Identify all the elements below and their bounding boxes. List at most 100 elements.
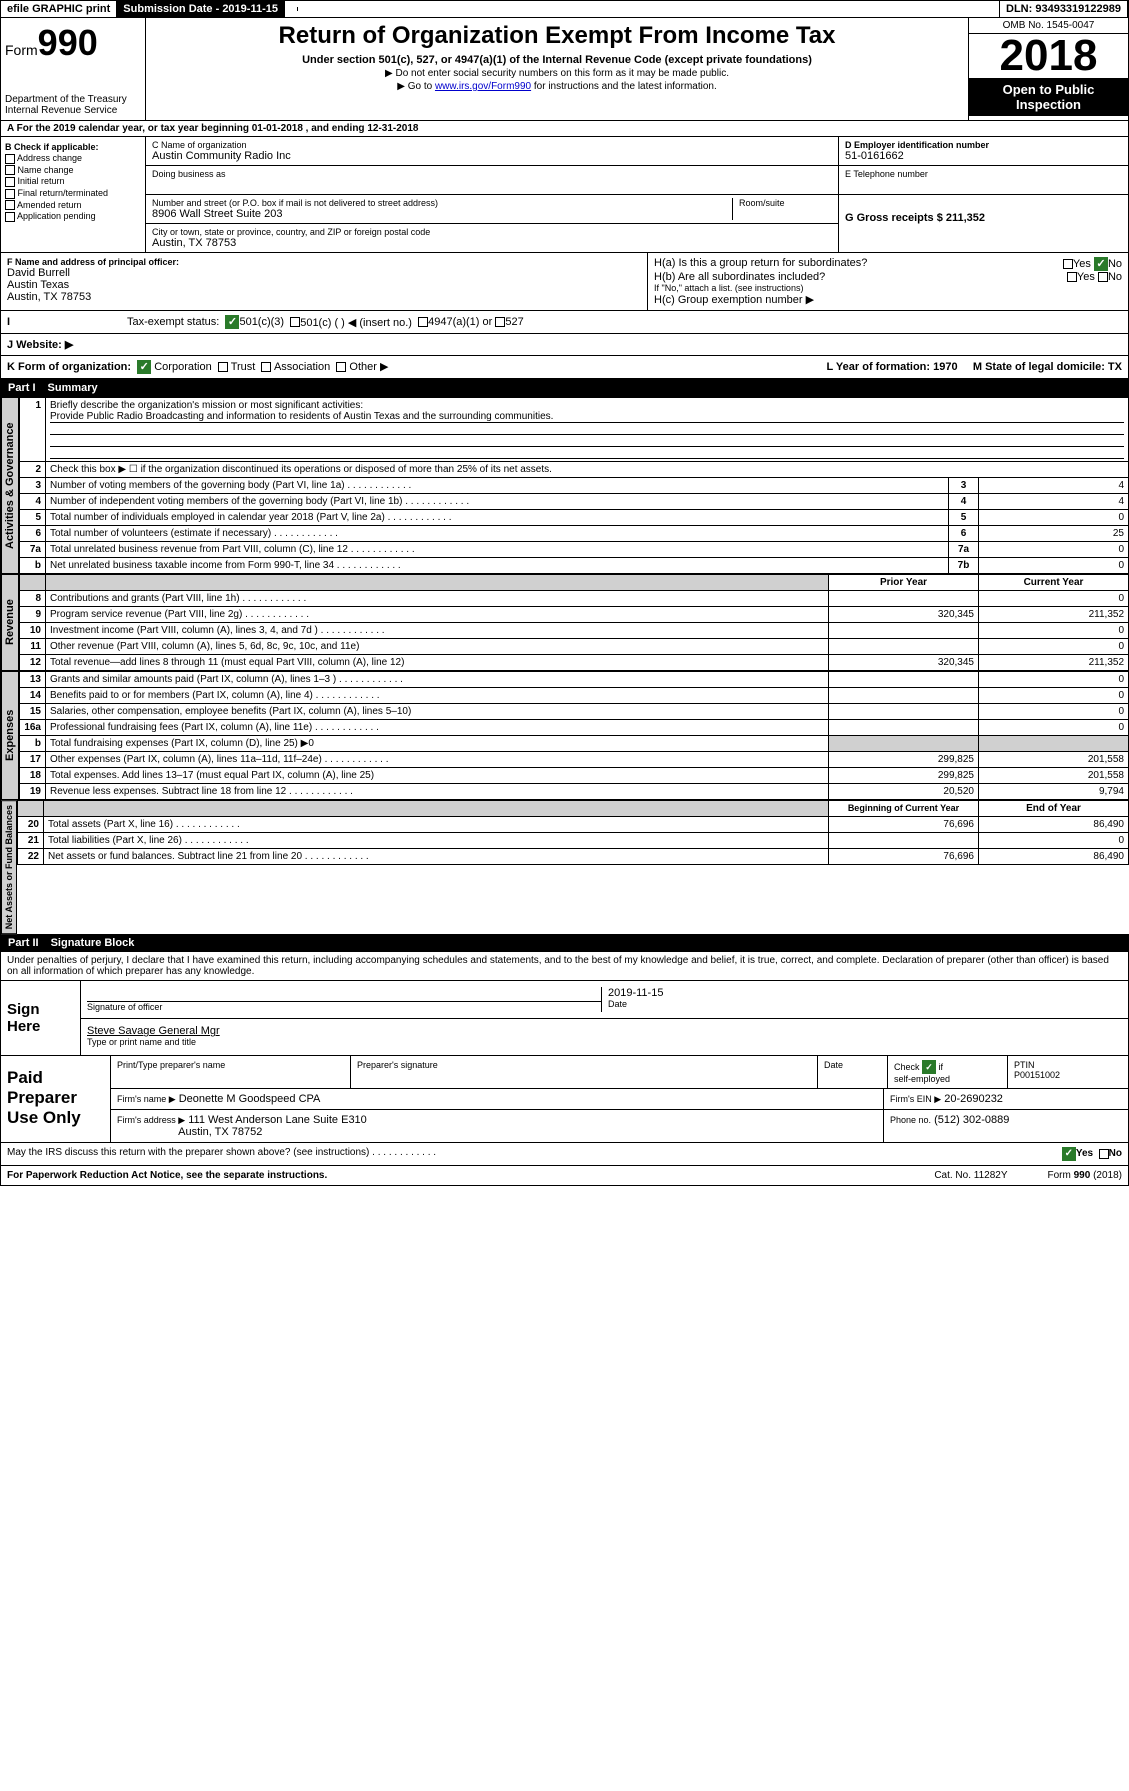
line12-prior: 320,345: [829, 655, 979, 671]
line11-cur: 0: [979, 639, 1129, 655]
sig-date: 2019-11-15: [608, 987, 1122, 999]
line20-boy: 76,696: [829, 817, 979, 833]
line14-cur: 0: [979, 688, 1129, 704]
city-label: City or town, state or province, country…: [152, 227, 832, 237]
summary-revenue-table: Prior YearCurrent Year 8Contributions an…: [19, 574, 1129, 671]
sig-name: Steve Savage General Mgr: [87, 1025, 1122, 1037]
hb-yes[interactable]: [1067, 272, 1077, 282]
website-row: J Website: ▶: [0, 334, 1129, 356]
dln: DLN: 93493319122989: [999, 1, 1128, 17]
line7b: Net unrelated business taxable income fr…: [46, 558, 949, 574]
line22: Net assets or fund balances. Subtract li…: [44, 849, 829, 865]
chk-amended[interactable]: [5, 200, 15, 210]
ha-yes[interactable]: [1063, 259, 1073, 269]
discuss-yes-checked[interactable]: ✓: [1062, 1147, 1076, 1161]
efile-label[interactable]: efile GRAPHIC print: [1, 1, 117, 17]
line19: Revenue less expenses. Subtract line 18 …: [46, 784, 829, 800]
summary-activities-table: 1 Briefly describe the organization's mi…: [19, 397, 1129, 574]
chk-4947[interactable]: [418, 317, 428, 327]
line11: Other revenue (Part VIII, column (A), li…: [46, 639, 829, 655]
org-name: Austin Community Radio Inc: [152, 150, 832, 162]
state-domicile: M State of legal domicile: TX: [973, 361, 1122, 373]
line22-eoy: 86,490: [979, 849, 1129, 865]
form-number: Form990: [5, 22, 141, 64]
k-org-row: K Form of organization: ✓ Corporation Tr…: [0, 356, 1129, 379]
firm-addr: 111 West Anderson Lane Suite E310: [188, 1114, 367, 1126]
line1-mission: Provide Public Radio Broadcasting and in…: [50, 411, 553, 422]
line8-cur: 0: [979, 591, 1129, 607]
irs-label: Internal Revenue Service: [5, 105, 141, 116]
firm-ein-label: Firm's EIN ▶: [890, 1094, 941, 1104]
line6-val: 25: [979, 526, 1129, 542]
top-bar: efile GRAPHIC print Submission Date - 20…: [0, 0, 1129, 18]
line21: Total liabilities (Part X, line 26): [44, 833, 829, 849]
line19-prior: 20,520: [829, 784, 979, 800]
eoy-hdr: End of Year: [979, 801, 1129, 817]
dept-treasury: Department of the Treasury: [5, 94, 141, 105]
chk-initial[interactable]: [5, 177, 15, 187]
street-address: 8906 Wall Street Suite 203: [152, 208, 732, 220]
chk-527[interactable]: [495, 317, 505, 327]
entity-section: B Check if applicable: Address change Na…: [0, 137, 1129, 253]
addr-label: Number and street (or P.O. box if mail i…: [152, 198, 732, 208]
line17-prior: 299,825: [829, 752, 979, 768]
chk-assoc[interactable]: [261, 362, 271, 372]
chk-name[interactable]: [5, 165, 15, 175]
line7a: Total unrelated business revenue from Pa…: [46, 542, 949, 558]
line5: Total number of individuals employed in …: [46, 510, 949, 526]
tax-status-label: Tax-exempt status:: [127, 316, 219, 328]
phone-label: E Telephone number: [845, 169, 1122, 179]
org-name-label: C Name of organization: [152, 140, 832, 150]
hb-no[interactable]: [1098, 272, 1108, 282]
chk-501c3-checked[interactable]: ✓: [225, 315, 239, 329]
prior-year-hdr: Prior Year: [829, 575, 979, 591]
vtab-expenses: Expenses: [1, 671, 19, 800]
tax-period: A For the 2019 calendar year, or tax yea…: [0, 121, 1129, 137]
ha-label: H(a) Is this a group return for subordin…: [654, 257, 1063, 271]
discuss-label: May the IRS discuss this return with the…: [7, 1147, 436, 1161]
boy-hdr: Beginning of Current Year: [829, 801, 979, 817]
paperwork-notice: For Paperwork Reduction Act Notice, see …: [7, 1170, 327, 1181]
chk-final[interactable]: [5, 189, 15, 199]
submission-date: Submission Date - 2019-11-15: [117, 1, 285, 17]
footer-row: For Paperwork Reduction Act Notice, see …: [0, 1166, 1129, 1186]
chk-trust[interactable]: [218, 362, 228, 372]
line21-eoy: 0: [979, 833, 1129, 849]
ssn-note: ▶ Do not enter social security numbers o…: [154, 68, 960, 79]
discuss-row: May the IRS discuss this return with the…: [0, 1143, 1129, 1166]
line3: Number of voting members of the governin…: [46, 478, 949, 494]
goto-note: ▶ Go to www.irs.gov/Form990 for instruct…: [154, 81, 960, 92]
line7b-val: 0: [979, 558, 1129, 574]
sign-here-section: Sign Here Signature of officer 2019-11-1…: [0, 981, 1129, 1056]
ha-no-checked[interactable]: ✓: [1094, 257, 1108, 271]
ein-label: D Employer identification number: [845, 140, 1122, 150]
chk-pending[interactable]: [5, 212, 15, 222]
chk-other[interactable]: [336, 362, 346, 372]
line12: Total revenue—add lines 8 through 11 (mu…: [46, 655, 829, 671]
firm-phone: (512) 302-0889: [934, 1114, 1009, 1126]
firm-name-label: Firm's name ▶: [117, 1094, 176, 1104]
chk-self-employed[interactable]: ✓: [922, 1060, 936, 1074]
officer-line2: Austin Texas: [7, 279, 641, 291]
chk-address[interactable]: [5, 154, 15, 164]
firm-ein: 20-2690232: [944, 1093, 1003, 1105]
line22-boy: 76,696: [829, 849, 979, 865]
line8: Contributions and grants (Part VIII, lin…: [46, 591, 829, 607]
line20-eoy: 86,490: [979, 817, 1129, 833]
website-label: J Website: ▶: [7, 338, 73, 351]
line16a-cur: 0: [979, 720, 1129, 736]
line13: Grants and similar amounts paid (Part IX…: [46, 672, 829, 688]
perjury-statement: Under penalties of perjury, I declare th…: [0, 952, 1129, 981]
line16b: Total fundraising expenses (Part IX, col…: [46, 736, 829, 752]
discuss-no[interactable]: [1099, 1149, 1109, 1159]
part1-header: Part I Summary: [0, 379, 1129, 397]
line13-cur: 0: [979, 672, 1129, 688]
k-label: K Form of organization:: [7, 361, 131, 373]
chk-corp-checked[interactable]: ✓: [137, 360, 151, 374]
firm-phone-label: Phone no.: [890, 1115, 931, 1125]
chk-501c[interactable]: [290, 317, 300, 327]
officer-name: David Burrell: [7, 267, 641, 279]
line15-cur: 0: [979, 704, 1129, 720]
hc-label: H(c) Group exemption number ▶: [654, 293, 1122, 306]
irs-link[interactable]: www.irs.gov/Form990: [435, 81, 531, 92]
